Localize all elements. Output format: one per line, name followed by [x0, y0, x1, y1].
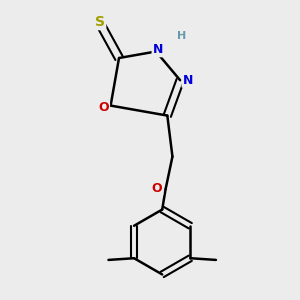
Text: O: O [152, 182, 162, 194]
Text: S: S [95, 15, 105, 29]
Text: O: O [98, 101, 109, 114]
Text: N: N [182, 74, 193, 87]
Text: N: N [152, 43, 163, 56]
Text: H: H [177, 31, 186, 41]
